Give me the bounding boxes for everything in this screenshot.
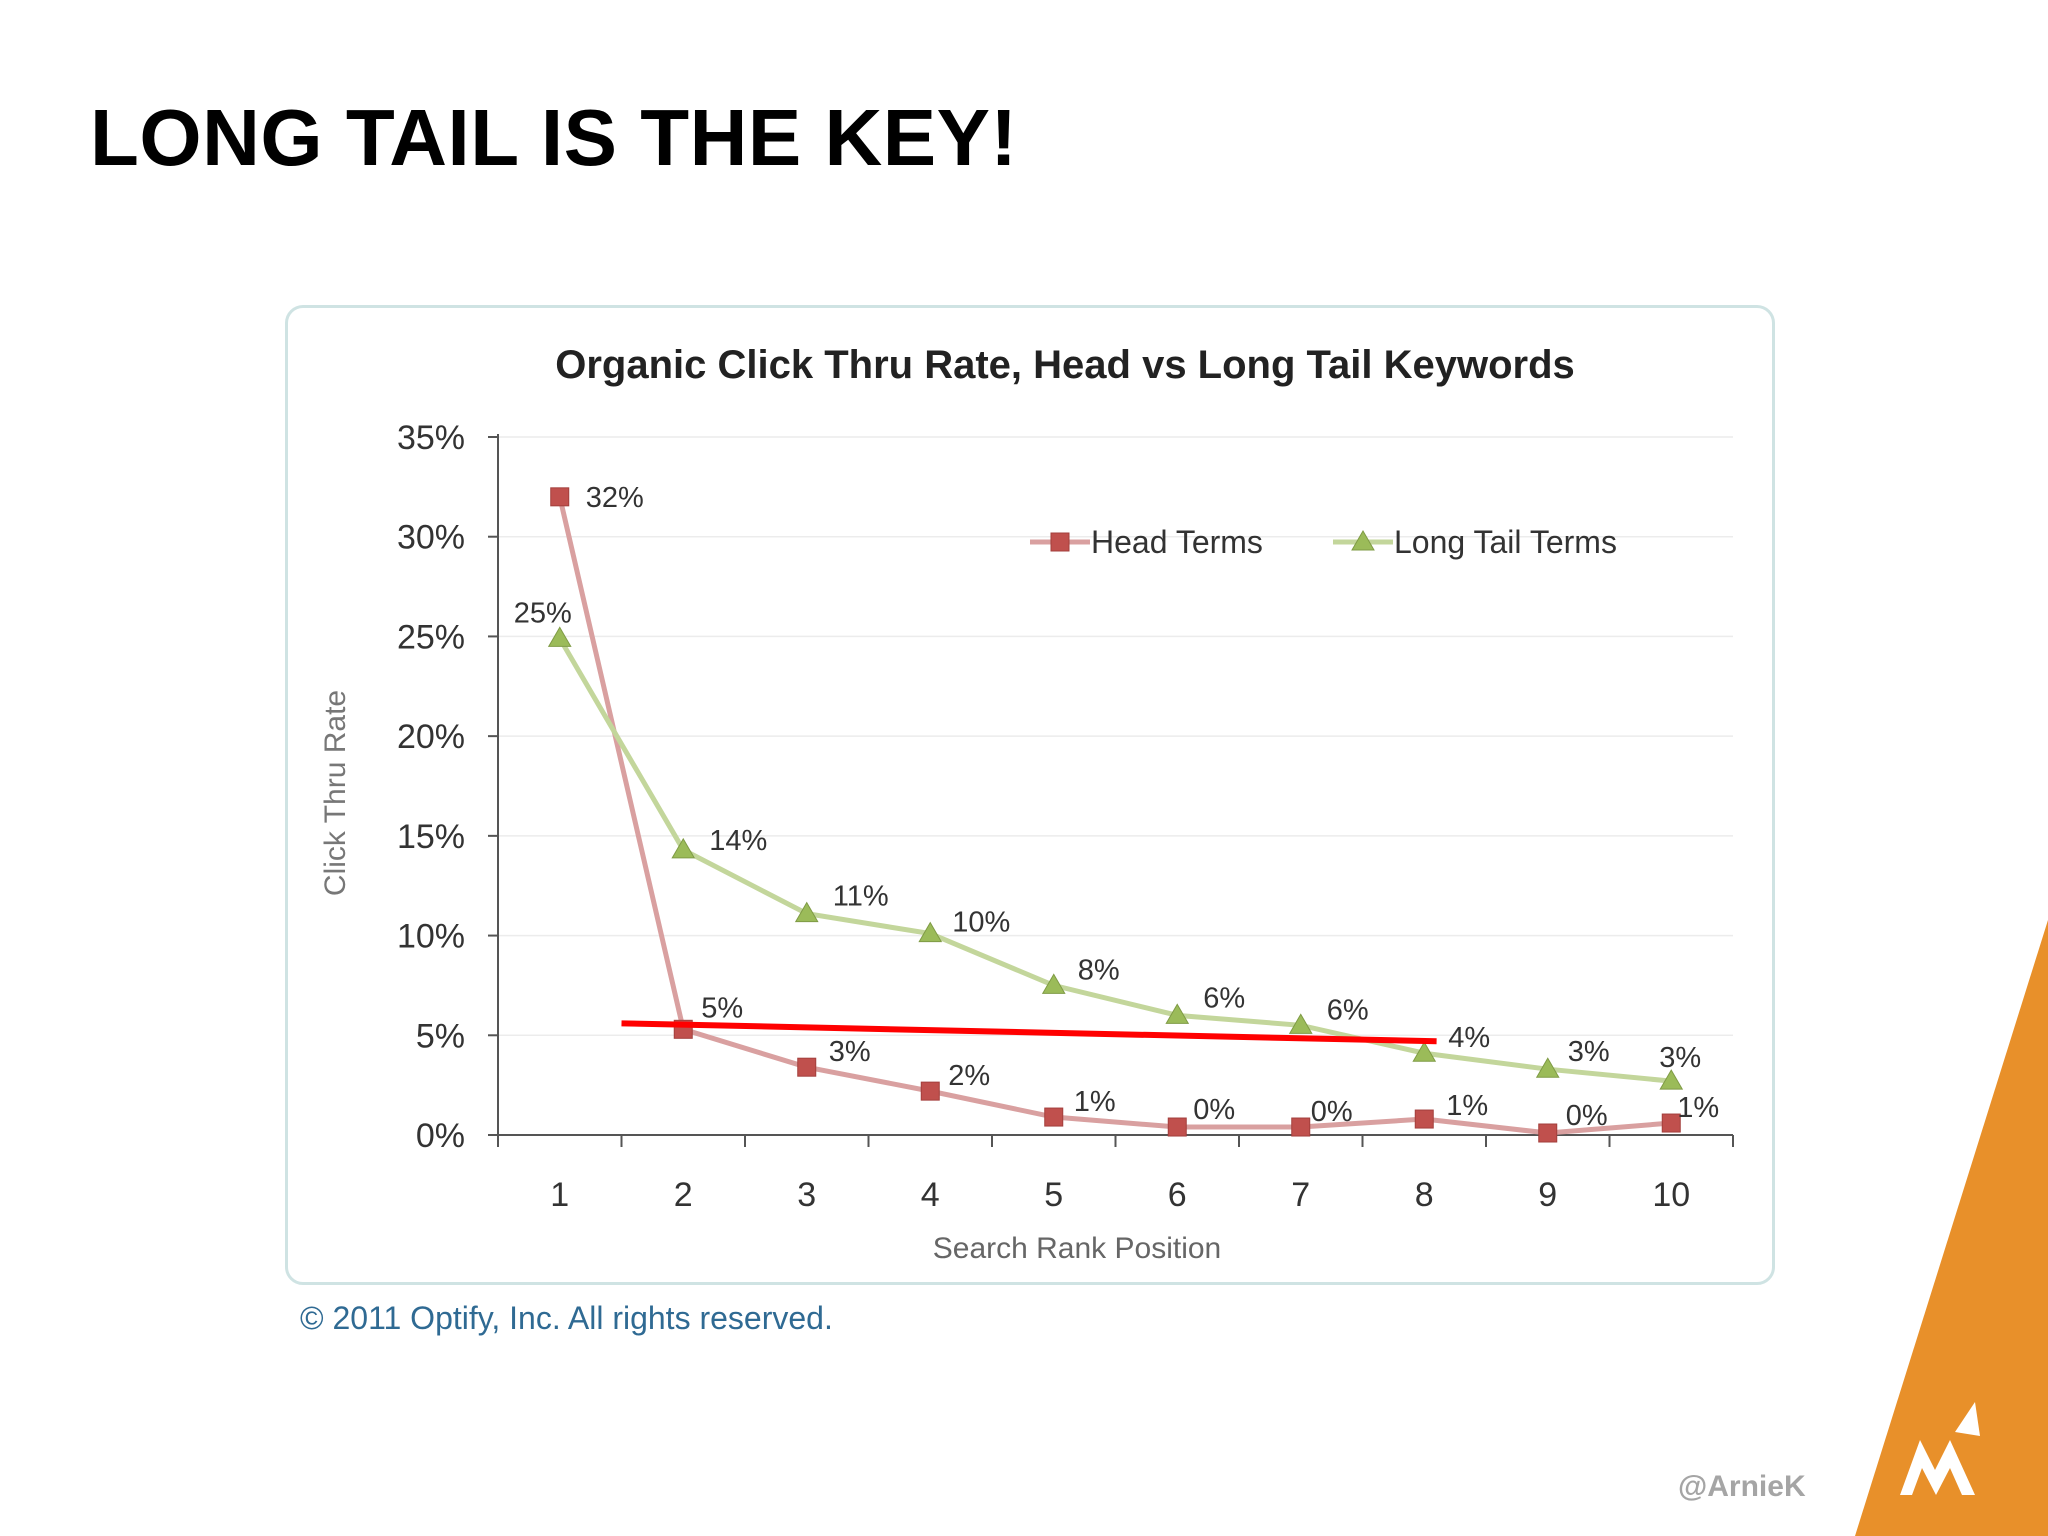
long-tail-terms-point bbox=[794, 901, 819, 923]
long-tail-terms-point bbox=[1165, 1003, 1190, 1024]
annotation-group bbox=[621, 1020, 1437, 1045]
head-terms-data-label: 1% bbox=[1677, 1092, 1719, 1124]
head-terms-point bbox=[550, 487, 570, 507]
long-tail-terms-data-label: 4% bbox=[1448, 1022, 1490, 1054]
head-terms-point bbox=[1167, 1117, 1187, 1137]
head-terms-data-label: 2% bbox=[948, 1060, 990, 1092]
x-tick-label: 8 bbox=[1415, 1176, 1434, 1214]
chart-title: Organic Click Thru Rate, Head vs Long Ta… bbox=[555, 343, 1575, 387]
y-tick-label: 35% bbox=[397, 419, 465, 457]
head-terms-data-label: 3% bbox=[829, 1036, 871, 1068]
legend-item: Long Tail Terms bbox=[1333, 524, 1617, 560]
y-tick-label: 30% bbox=[397, 519, 465, 557]
legend-swatch-marker bbox=[1050, 532, 1070, 552]
copyright-notice: © 2011 Optify, Inc. All rights reserved. bbox=[300, 1300, 833, 1336]
x-tick-label: 3 bbox=[797, 1176, 816, 1214]
red-annotation-line bbox=[621, 1020, 1437, 1045]
slide-title: LONG TAIL IS THE KEY! bbox=[90, 93, 1018, 182]
x-tick-label: 9 bbox=[1538, 1176, 1557, 1214]
long-tail-terms-data-label: 14% bbox=[709, 825, 767, 857]
x-tick-label: 6 bbox=[1168, 1176, 1187, 1214]
head-terms-point bbox=[1044, 1107, 1064, 1127]
y-tick-label: 10% bbox=[397, 918, 465, 956]
long-tail-terms-line bbox=[557, 637, 1672, 1084]
long-tail-terms-data-label: 3% bbox=[1659, 1042, 1701, 1074]
x-tick-label: 4 bbox=[921, 1176, 940, 1214]
head-terms-data-label: 0% bbox=[1566, 1100, 1608, 1132]
legend-label: Head Terms bbox=[1091, 524, 1263, 560]
head-terms-data-label: 0% bbox=[1311, 1096, 1353, 1128]
head-terms-series: 32% 5% 3% 2% 1% 0% 0% 1% 0% 1% bbox=[550, 482, 1719, 1143]
y-tick-label: 25% bbox=[397, 618, 465, 656]
long-tail-terms-data-label: 6% bbox=[1327, 994, 1369, 1026]
head-terms-point bbox=[920, 1081, 940, 1101]
long-tail-terms-data-label: 8% bbox=[1078, 954, 1120, 986]
long-tail-terms-point bbox=[671, 837, 696, 859]
long-tail-terms-data-label: 11% bbox=[833, 881, 889, 913]
y-tick-label: 0% bbox=[416, 1117, 465, 1155]
x-tick-label: 5 bbox=[1044, 1176, 1063, 1214]
head-terms-point bbox=[797, 1057, 817, 1077]
long-tail-terms-series: 25% 14% 11% 10% 8% 6% 6% 4% 3% 3% bbox=[514, 597, 1701, 1090]
y-axis-label: Click Thru Rate bbox=[319, 690, 352, 896]
series-group: 32% 5% 3% 2% 1% 0% 0% 1% 0% 1% 25% 14% 11% 10% 8% 6% 6% 4… bbox=[514, 482, 1719, 1143]
long-tail-terms-point bbox=[547, 626, 572, 647]
long-tail-terms-data-label: 25% bbox=[514, 597, 572, 629]
long-tail-terms-point bbox=[1659, 1069, 1684, 1090]
legend-label: Long Tail Terms bbox=[1394, 524, 1617, 560]
head-terms-data-label: 32% bbox=[586, 482, 644, 514]
head-terms-point bbox=[1414, 1109, 1434, 1129]
head-terms-data-label: 0% bbox=[1193, 1094, 1235, 1126]
y-tick-label: 20% bbox=[397, 718, 465, 756]
head-terms-data-label: 1% bbox=[1446, 1090, 1488, 1122]
long-tail-terms-data-label: 3% bbox=[1568, 1036, 1610, 1068]
chart-frame bbox=[285, 305, 1775, 1285]
axes: 0% 5% 10% 15% 20% 25% 30% 35% 1 2 3 4 5 6 7 8 9 10 bbox=[397, 419, 1734, 1214]
legend: Head Terms Long Tail Terms bbox=[1030, 524, 1617, 560]
head-terms-point bbox=[1291, 1117, 1311, 1137]
long-tail-terms-point bbox=[918, 921, 943, 943]
legend-swatch-marker bbox=[1351, 530, 1375, 551]
long-tail-terms-data-label: 6% bbox=[1203, 982, 1245, 1014]
x-tick-label: 7 bbox=[1291, 1176, 1310, 1214]
long-tail-terms-point bbox=[1412, 1041, 1437, 1062]
legend-item: Head Terms bbox=[1030, 524, 1263, 560]
long-tail-terms-point bbox=[1535, 1057, 1560, 1078]
head-terms-line bbox=[557, 496, 1672, 1136]
author-handle: @ArnieK bbox=[1678, 1470, 1806, 1503]
long-tail-terms-data-label: 10% bbox=[952, 907, 1010, 939]
x-axis-label: Search Rank Position bbox=[933, 1232, 1222, 1265]
y-tick-label: 5% bbox=[416, 1017, 465, 1055]
long-tail-terms-point bbox=[1288, 1013, 1313, 1034]
x-tick-label: 2 bbox=[674, 1176, 693, 1214]
head-terms-data-label: 1% bbox=[1074, 1086, 1116, 1118]
head-terms-data-label: 5% bbox=[701, 992, 743, 1024]
head-terms-point bbox=[1661, 1113, 1681, 1133]
head-terms-point bbox=[1538, 1123, 1558, 1143]
x-tick-label: 10 bbox=[1652, 1176, 1690, 1214]
y-tick-label: 15% bbox=[397, 818, 465, 856]
x-tick-label: 1 bbox=[550, 1176, 569, 1214]
long-tail-terms-point bbox=[1041, 973, 1066, 994]
